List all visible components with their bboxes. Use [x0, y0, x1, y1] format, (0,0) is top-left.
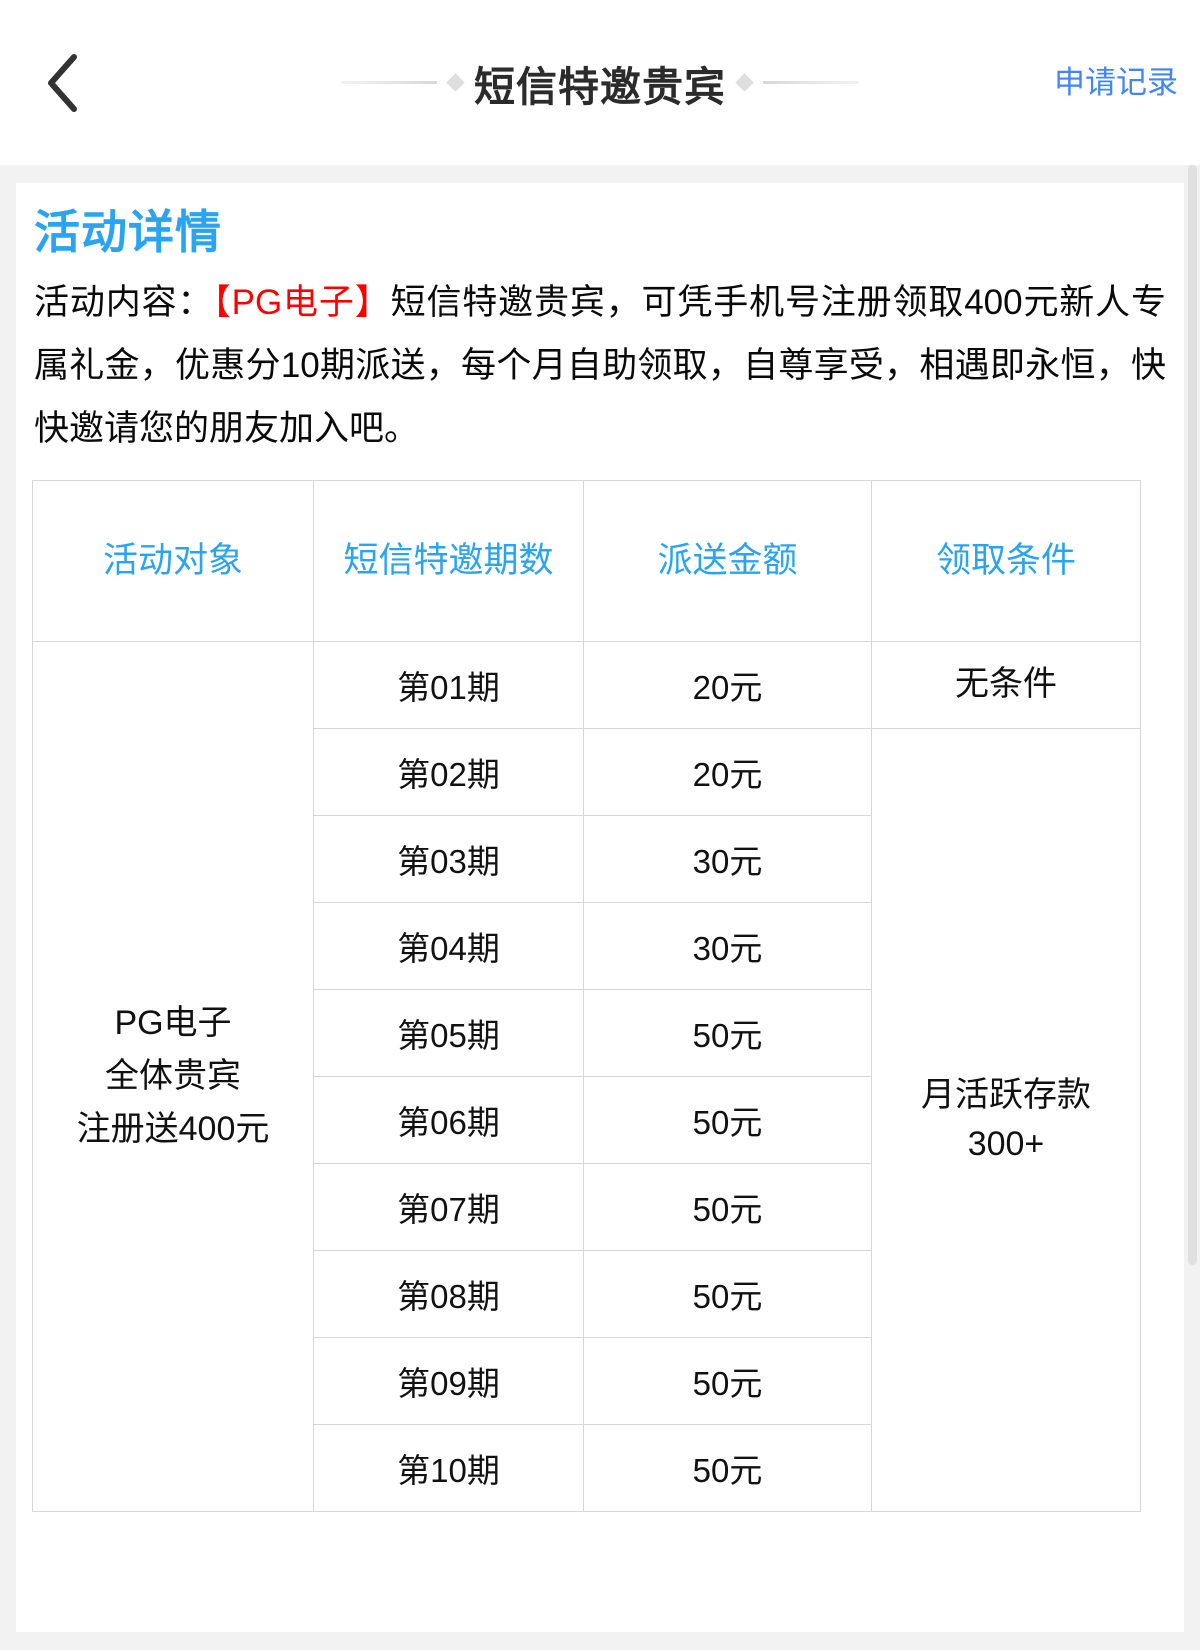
- table-row: 第06期 50元: [33, 1076, 1141, 1164]
- decoration-line-left: [341, 81, 437, 84]
- table-row: 第03期 30元: [33, 815, 1141, 903]
- title-decoration-left: [341, 73, 474, 92]
- title-container: 短信特邀贵宾: [0, 0, 1200, 165]
- column-header-period: 短信特邀期数: [313, 480, 584, 642]
- cell-condition-first: 无条件: [871, 641, 1141, 729]
- cell-period: 第03期: [313, 815, 584, 903]
- decoration-line-right: [763, 81, 859, 84]
- cell-amount: 50元: [583, 1076, 872, 1164]
- cell-period: 第10期: [313, 1424, 584, 1512]
- cell-amount: 30元: [583, 815, 872, 903]
- column-header-condition: 领取条件: [871, 480, 1141, 642]
- table-row: 第02期 20元 月活跃存款 300+: [33, 728, 1141, 1512]
- cell-amount: 20元: [583, 641, 872, 729]
- page-title: 短信特邀贵宾: [474, 63, 726, 110]
- page-scrollbar[interactable]: [1188, 165, 1197, 1650]
- table-header-row: 活动对象 短信特邀期数 派送金额 领取条件: [32, 480, 1141, 642]
- navigation-bar: 短信特邀贵宾 申请记录: [0, 0, 1200, 165]
- decoration-diamond-right: [735, 73, 754, 92]
- cell-amount: 50元: [583, 989, 872, 1077]
- decoration-diamond-left: [446, 73, 465, 92]
- brand-highlight: 【PG电子】: [213, 283, 391, 322]
- table-row: 第08期 50元: [33, 1250, 1141, 1338]
- cell-period: 第07期: [313, 1163, 584, 1251]
- scrollbar-thumb[interactable]: [1188, 165, 1197, 1265]
- cell-amount: 50元: [583, 1424, 872, 1512]
- cell-amount: 50元: [583, 1337, 872, 1425]
- table-row: 第04期 30元: [33, 902, 1141, 990]
- column-header-amount: 派送金额: [583, 480, 872, 642]
- table-row: 第09期 50元: [33, 1337, 1141, 1425]
- apply-records-link[interactable]: 申请记录: [1054, 65, 1178, 100]
- column-header-object: 活动对象: [32, 480, 314, 642]
- table-row: 第05期 50元: [33, 989, 1141, 1077]
- cell-amount: 30元: [583, 902, 872, 990]
- page-background: 活动详情 活动内容：【PG电子】短信特邀贵宾，可凭手机号注册领取400元新人专属…: [0, 165, 1200, 1632]
- cell-amount: 50元: [583, 1163, 872, 1251]
- table-row: PG电子 全体贵宾 注册送400元 第01期 20元 无条件: [32, 641, 1141, 1512]
- cell-period: 第01期: [313, 641, 584, 729]
- cell-period: 第02期: [313, 728, 584, 816]
- activity-detail-table: 活动对象 短信特邀期数 派送金额 领取条件 PG电子 全体贵宾 注册送400元 …: [32, 480, 1141, 1512]
- cell-period: 第04期: [313, 902, 584, 990]
- cell-period: 第05期: [313, 989, 584, 1077]
- description-rest: 短信特邀贵宾，可凭手机号注册领取400元新人专属礼金，优惠分10期派送，每个月自…: [34, 283, 1166, 448]
- chevron-left-icon: [43, 52, 83, 114]
- cell-period: 第06期: [313, 1076, 584, 1164]
- title-decoration-right: [726, 73, 859, 92]
- activity-detail-card: 活动详情 活动内容：【PG电子】短信特邀贵宾，可凭手机号注册领取400元新人专属…: [16, 183, 1184, 1632]
- cell-condition-rest: 月活跃存款 300+: [871, 728, 1141, 1512]
- table-row: 第07期 50元: [33, 1163, 1141, 1251]
- section-heading: 活动详情: [34, 206, 222, 258]
- back-button[interactable]: [28, 48, 98, 118]
- cell-period: 第08期: [313, 1250, 584, 1338]
- cell-period: 第09期: [313, 1337, 584, 1425]
- description-lead: 活动内容：: [34, 283, 214, 322]
- cell-activity-object: PG电子 全体贵宾 注册送400元: [32, 641, 314, 1512]
- detail-table-wrapper: 活动对象 短信特邀期数 派送金额 领取条件 PG电子 全体贵宾 注册送400元 …: [28, 460, 1172, 1512]
- table-row: 第10期 50元: [33, 1424, 1141, 1512]
- activity-description: 活动内容：【PG电子】短信特邀贵宾，可凭手机号注册领取400元新人专属礼金，优惠…: [34, 271, 1166, 460]
- cell-amount: 50元: [583, 1250, 872, 1338]
- cell-amount: 20元: [583, 728, 872, 816]
